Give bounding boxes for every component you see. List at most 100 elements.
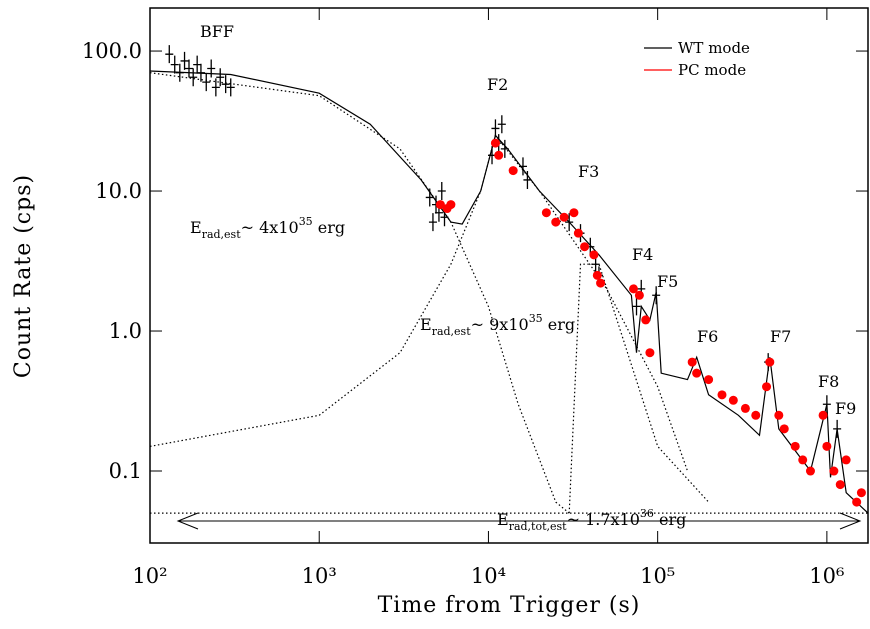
wt-point (184, 59, 193, 78)
wt-point (193, 55, 202, 74)
pc-point (629, 284, 639, 294)
pc-point (508, 166, 518, 176)
model-curve (149, 72, 570, 514)
pc-point (551, 217, 561, 227)
e-approx: ~ 4x10 (241, 218, 299, 237)
pc-point (774, 410, 784, 420)
flare-label: F4 (632, 245, 653, 264)
wt-point (833, 419, 842, 438)
pc-point (641, 315, 651, 325)
wt-point (221, 75, 230, 94)
pc-point (717, 390, 727, 400)
y-axis-title: Count Rate (cps) (11, 174, 36, 378)
wt-point (175, 63, 184, 82)
pc-point (728, 395, 738, 405)
pc-point (435, 200, 445, 210)
flare-label: F7 (770, 327, 791, 346)
y-tick-label: 10.0 (95, 179, 142, 203)
wt-point (632, 297, 641, 316)
pc-point (852, 497, 862, 507)
pc-point (790, 441, 800, 451)
x-tick-label: 10⁴ (471, 564, 506, 588)
model-curve (149, 133, 689, 472)
y-tick-label: 0.1 (109, 459, 142, 483)
energy-label: Erad,est~ 9x1035 erg (420, 312, 575, 338)
pc-point (798, 455, 808, 465)
pc-point (645, 348, 655, 358)
pc-point (856, 488, 866, 498)
plot-frame (149, 7, 869, 544)
wt-point (822, 395, 831, 414)
pc-point (822, 441, 832, 451)
y-tick-label: 100.0 (82, 39, 142, 63)
x-tick-label: 10⁶ (809, 564, 844, 588)
wt-point (180, 51, 189, 70)
pc-point (589, 250, 599, 260)
wt-point (428, 213, 437, 232)
pc-point (559, 212, 569, 222)
pc-point (762, 382, 772, 392)
y-tick-label: 1.0 (109, 319, 142, 343)
e-approx: ~ 1.7x10 (567, 510, 640, 529)
legend-label: PC mode (678, 61, 746, 79)
pc-point (580, 242, 590, 252)
e-symbol: E (190, 218, 202, 237)
pc-point (592, 270, 602, 280)
e-subscript: rad,est (432, 325, 472, 338)
pc-point (446, 200, 456, 210)
pc-point (541, 208, 551, 218)
wt-point (500, 139, 509, 158)
flare-label: F2 (487, 75, 508, 94)
e-unit: erg (654, 510, 686, 529)
x-axis-title: Time from Trigger (s) (378, 593, 641, 618)
wt-point (170, 55, 179, 74)
legend-label: WT mode (678, 39, 750, 57)
wt-point (165, 45, 174, 64)
e-unit: erg (543, 315, 575, 334)
wt-point (202, 73, 211, 92)
arrow (176, 512, 862, 530)
e-symbol: E (420, 315, 432, 334)
pc-point (779, 424, 789, 434)
flare-label: F9 (835, 399, 856, 418)
pc-point (494, 150, 504, 160)
pc-point (692, 368, 702, 378)
pc-point (704, 375, 714, 385)
wt-point (497, 115, 506, 134)
pc-point (751, 410, 761, 420)
wt-point (226, 78, 235, 97)
flare-label: BFF (200, 22, 234, 41)
pc-point (805, 466, 815, 476)
flare-labels: BFF F2 F3 F4 F5 F6 F7 F8 F9 (200, 22, 856, 418)
model-curve (149, 70, 869, 514)
x-tick-label: 10³ (302, 564, 337, 588)
e-exponent: 35 (299, 215, 313, 228)
legend: WT mode PC mode (644, 39, 750, 79)
wt-point (425, 188, 434, 207)
pc-point (569, 208, 579, 218)
pc-point (835, 480, 845, 490)
wt-point (491, 119, 500, 138)
wt-point (207, 59, 216, 78)
pc-point (818, 410, 828, 420)
pc-point (687, 357, 697, 367)
wt-point (652, 286, 661, 305)
e-unit: erg (313, 218, 345, 237)
e-subscript: rad,tot,est (509, 520, 567, 533)
e-approx: ~ 9x10 (471, 315, 529, 334)
energy-label: Erad,est~ 4x1035 erg (190, 215, 345, 241)
flare-label: F6 (697, 327, 718, 346)
flare-label: F8 (818, 372, 839, 391)
flare-label: F3 (578, 162, 599, 181)
energy-label: Erad,tot,est~ 1.7x1036 erg (497, 507, 686, 533)
e-symbol: E (497, 510, 509, 529)
e-subscript: rad,est (202, 228, 242, 241)
pc-point (596, 278, 606, 288)
wt-point (189, 68, 198, 87)
wt-point (196, 63, 205, 82)
model-curve (568, 263, 710, 514)
x-tick-label: 10² (132, 564, 167, 588)
pc-point (765, 357, 775, 367)
wt-point (565, 213, 574, 232)
x-tick-label: 10⁵ (640, 564, 675, 588)
